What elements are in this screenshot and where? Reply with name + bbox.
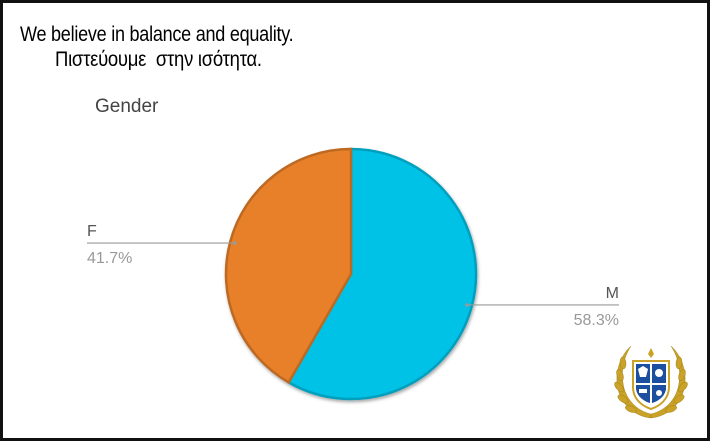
heading-greek: Πιστεύουμε στην ισότητα.: [55, 48, 262, 71]
pie-slices: [224, 147, 478, 401]
pie-chart: M 58.3% F 41.7%: [87, 147, 619, 401]
laurel-wreath-icon: [614, 345, 688, 419]
laurel-crest-emblem: [614, 345, 688, 419]
pie-slice-f: [224, 147, 353, 385]
heading: We believe in balance and equality. Πιστ…: [20, 23, 338, 72]
callout-anchor-f: [233, 241, 237, 245]
callout-anchor-m: [465, 303, 469, 307]
pie-callouts: M 58.3% F 41.7%: [87, 223, 619, 329]
slice-label-f: F: [87, 223, 97, 240]
chart-title: Gender: [95, 96, 159, 117]
heading-english: We believe in balance and equality.: [20, 23, 294, 46]
slice-value-f: 41.7%: [87, 250, 132, 267]
slice-label-m: M: [606, 285, 619, 302]
slice-value-m: 58.3%: [574, 312, 619, 329]
pie-slice-m: [287, 147, 478, 401]
